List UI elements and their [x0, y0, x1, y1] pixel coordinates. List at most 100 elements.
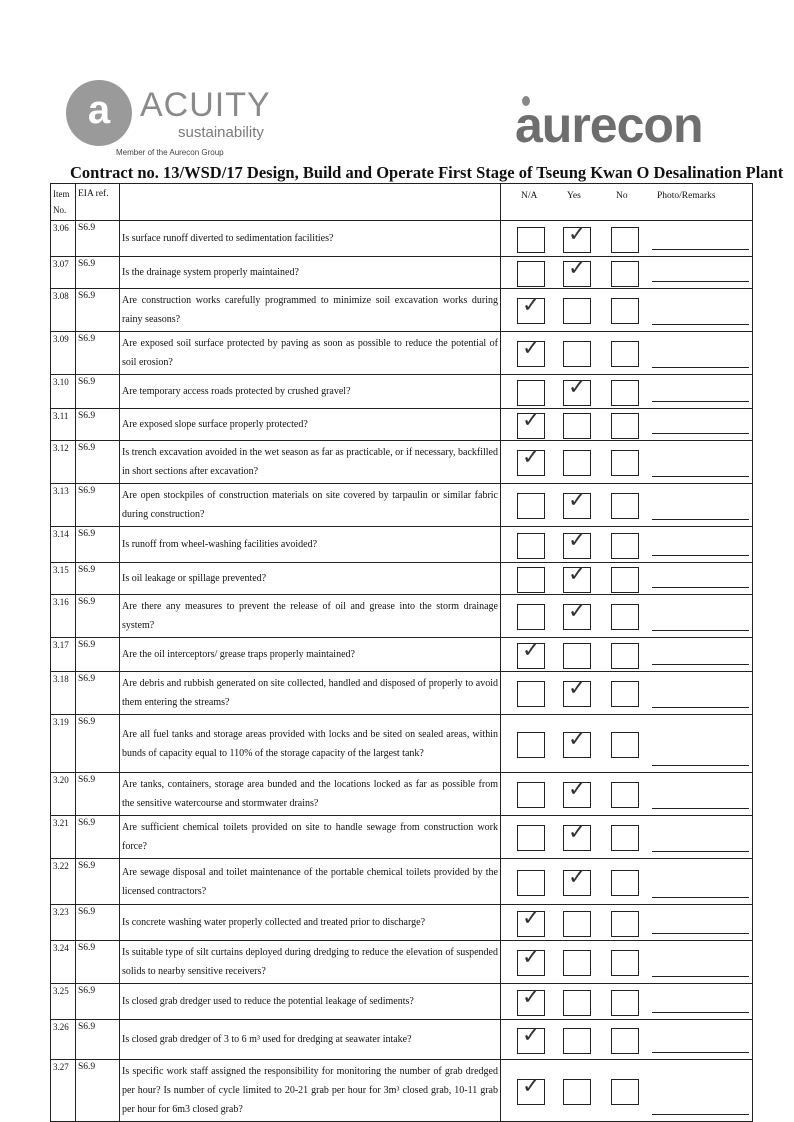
checkbox-na[interactable] [517, 260, 545, 287]
checkbox-na[interactable] [517, 604, 545, 630]
remarks-field[interactable] [652, 519, 749, 520]
checkbox-na[interactable]: ✓ [517, 408, 545, 439]
checkbox-yes[interactable] [563, 450, 591, 476]
checkbox-yes[interactable]: ✓ [563, 256, 591, 287]
checkbox-na[interactable]: ✓ [517, 906, 545, 937]
question: Are exposed slope surface properly prote… [119, 408, 501, 441]
checkbox-no[interactable] [611, 989, 639, 1016]
table-row: 3.21 S6.9 Are sufficient chemical toilet… [50, 815, 753, 859]
checkbox-na[interactable]: ✓ [517, 945, 545, 976]
checkbox-na[interactable]: ✓ [517, 985, 545, 1016]
eia-ref: S6.9 [75, 858, 120, 905]
remarks-field[interactable] [652, 401, 749, 402]
remarks-field[interactable] [652, 433, 749, 434]
checkbox-na[interactable]: ✓ [517, 1074, 545, 1105]
checkbox-na[interactable] [517, 869, 545, 896]
remarks-field[interactable] [652, 707, 749, 708]
checkbox-yes[interactable]: ✓ [563, 375, 591, 406]
checkbox-na[interactable] [517, 532, 545, 559]
checkbox-na[interactable] [517, 566, 545, 593]
checkbox-no[interactable] [611, 379, 639, 406]
checkbox-no[interactable] [611, 782, 639, 808]
checkbox-yes[interactable]: ✓ [563, 222, 591, 253]
checkbox-yes[interactable] [563, 412, 591, 439]
checkbox-no[interactable] [611, 825, 639, 851]
checkbox-no[interactable] [611, 642, 639, 669]
checkbox-no[interactable] [611, 412, 639, 439]
checkbox-yes[interactable]: ✓ [563, 865, 591, 896]
remarks-field[interactable] [652, 976, 749, 977]
checkbox-no[interactable] [611, 869, 639, 896]
checkbox-no[interactable] [611, 1027, 639, 1054]
checkbox-no[interactable] [611, 950, 639, 976]
checkbox-no[interactable] [611, 341, 639, 367]
remarks-field[interactable] [652, 1052, 749, 1053]
table-header-row: Item No. EIA ref. N/A Yes No Photo/Remar… [50, 183, 753, 221]
checkbox-yes[interactable] [563, 642, 591, 669]
checkbox-na[interactable] [517, 681, 545, 707]
checkbox-yes[interactable]: ✓ [563, 727, 591, 758]
remarks-field[interactable] [652, 630, 749, 631]
checkbox-no[interactable] [611, 566, 639, 593]
checkbox-no[interactable] [611, 532, 639, 559]
answer-cell: ✓ [500, 408, 753, 441]
checkbox-yes[interactable] [563, 910, 591, 937]
checkbox-yes[interactable] [563, 989, 591, 1016]
checkbox-na[interactable] [517, 782, 545, 808]
remarks-field[interactable] [652, 476, 749, 477]
checkbox-na[interactable] [517, 226, 545, 253]
remarks-field[interactable] [652, 808, 749, 809]
checkbox-yes[interactable] [563, 1027, 591, 1054]
checkbox-yes[interactable]: ✓ [563, 488, 591, 519]
remarks-field[interactable] [652, 249, 749, 250]
checkbox-na[interactable]: ✓ [517, 1023, 545, 1054]
table-row: 3.11 S6.9 Are exposed slope surface prop… [50, 408, 753, 441]
checkbox-yes[interactable] [563, 1078, 591, 1105]
eia-ref: S6.9 [75, 526, 120, 563]
checkbox-no[interactable] [611, 910, 639, 937]
remarks-field[interactable] [652, 1114, 749, 1115]
remarks-field[interactable] [652, 765, 749, 766]
remarks-field[interactable] [652, 555, 749, 556]
checkbox-no[interactable] [611, 1078, 639, 1105]
item-no: 3.18 [50, 671, 76, 715]
checkbox-yes[interactable]: ✓ [563, 676, 591, 707]
remarks-field[interactable] [652, 851, 749, 852]
checkbox-yes[interactable] [563, 298, 591, 324]
checkbox-no[interactable] [611, 450, 639, 476]
checkbox-no[interactable] [611, 681, 639, 707]
checkbox-no[interactable] [611, 226, 639, 253]
remarks-field[interactable] [652, 324, 749, 325]
table-row: 3.08 S6.9 Are construction works careful… [50, 288, 753, 332]
checkbox-na[interactable] [517, 825, 545, 851]
checkbox-no[interactable] [611, 493, 639, 519]
eia-ref: S6.9 [75, 331, 120, 375]
checkbox-no[interactable] [611, 298, 639, 324]
checkbox-yes[interactable]: ✓ [563, 599, 591, 630]
remarks-field[interactable] [652, 587, 749, 588]
checkbox-na[interactable] [517, 493, 545, 519]
checkbox-na[interactable]: ✓ [517, 445, 545, 476]
checkbox-no[interactable] [611, 604, 639, 630]
remarks-field[interactable] [652, 933, 749, 934]
checkbox-na[interactable]: ✓ [517, 336, 545, 367]
remarks-field[interactable] [652, 281, 749, 282]
checkbox-na[interactable]: ✓ [517, 293, 545, 324]
remarks-field[interactable] [652, 367, 749, 368]
checkbox-yes[interactable] [563, 950, 591, 976]
checkbox-na[interactable]: ✓ [517, 638, 545, 669]
checkbox-yes[interactable]: ✓ [563, 777, 591, 808]
remarks-field[interactable] [652, 897, 749, 898]
checkbox-yes[interactable]: ✓ [563, 820, 591, 851]
checkbox-yes[interactable]: ✓ [563, 562, 591, 593]
header-answers: N/A Yes No Photo/Remarks [500, 183, 753, 221]
checkbox-yes[interactable] [563, 341, 591, 367]
checkbox-no[interactable] [611, 260, 639, 287]
checkbox-na[interactable] [517, 379, 545, 406]
checkbox-na[interactable] [517, 731, 545, 758]
item-no: 3.24 [50, 940, 76, 984]
remarks-field[interactable] [652, 1012, 749, 1013]
checkbox-yes[interactable]: ✓ [563, 528, 591, 559]
checkbox-no[interactable] [611, 731, 639, 758]
remarks-field[interactable] [652, 664, 749, 665]
